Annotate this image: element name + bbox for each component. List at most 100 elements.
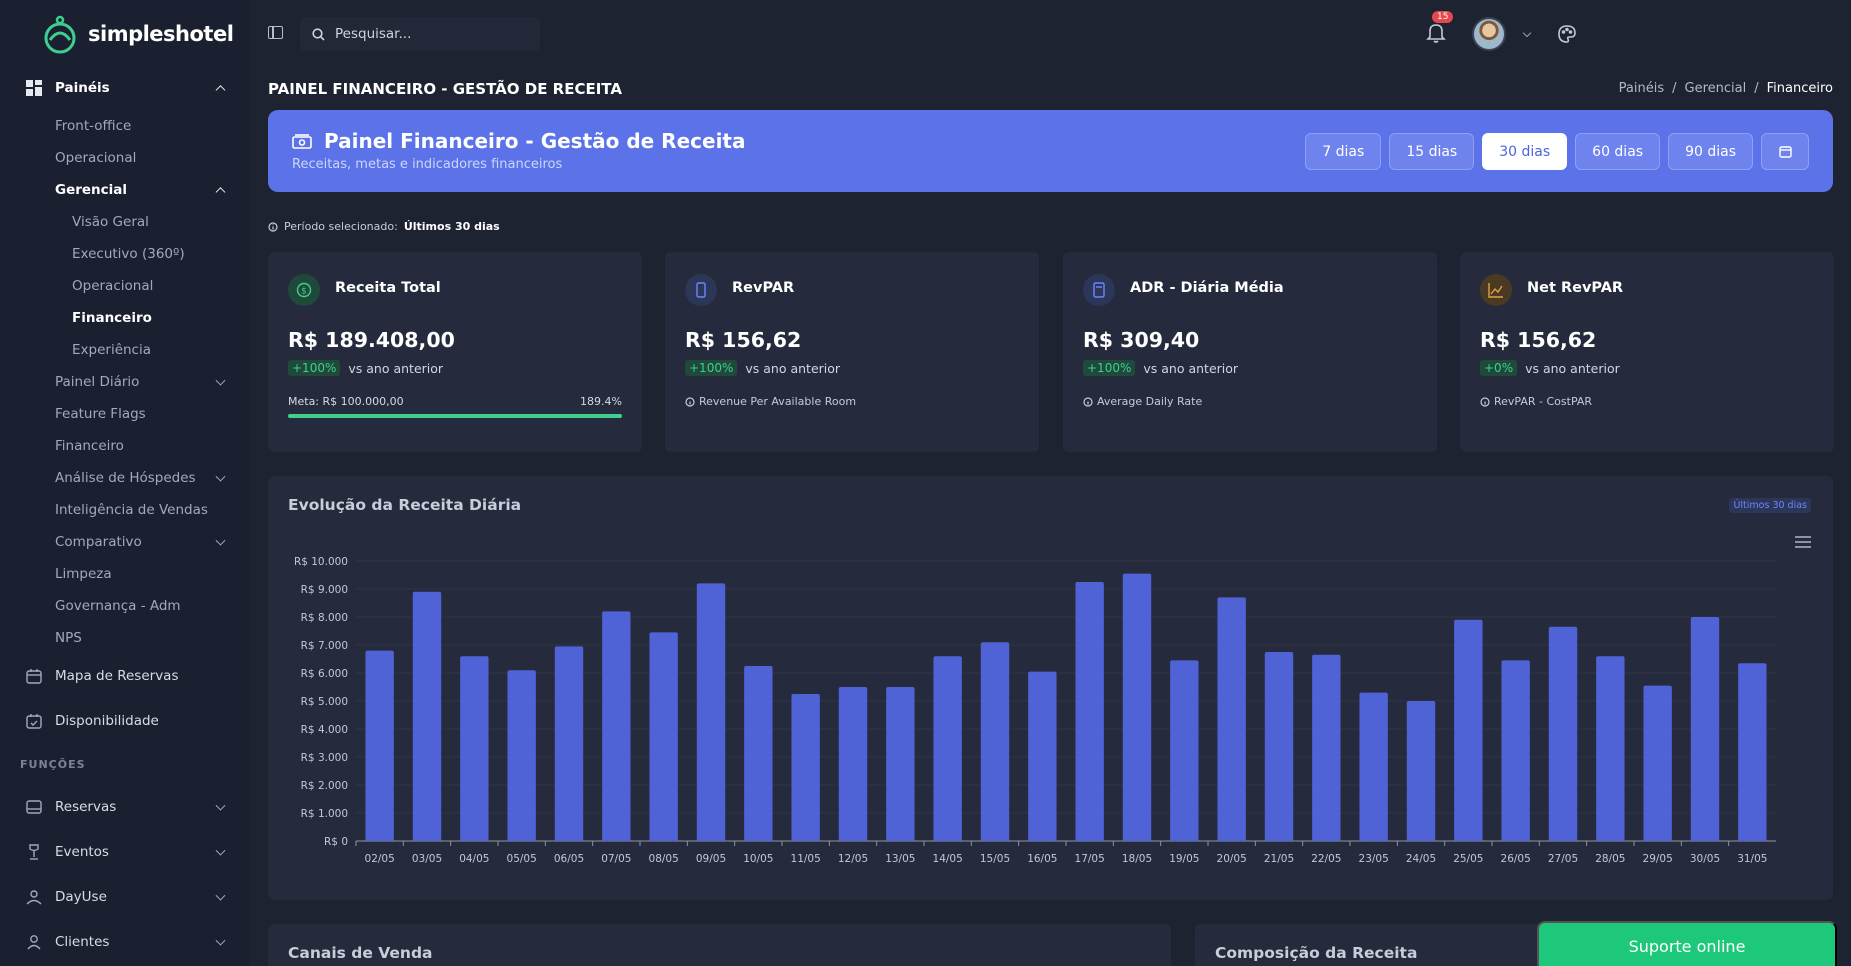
x-tick-label: 23/05 bbox=[1359, 853, 1389, 865]
range-7-button[interactable]: 7 dias bbox=[1305, 133, 1382, 170]
sidebar-item-label: Front-office bbox=[55, 118, 132, 134]
sidebar-item-painel-diario[interactable]: Painel Diário bbox=[0, 370, 250, 394]
sales-channels-card: Canais de Venda bbox=[268, 924, 1171, 966]
sidebar-item-analise-hospedes[interactable]: Análise de Hóspedes bbox=[0, 466, 250, 490]
chart-bar bbox=[838, 687, 868, 841]
chart-bar bbox=[1359, 692, 1388, 841]
sidebar-item-limpeza[interactable]: Limpeza bbox=[0, 562, 250, 586]
sidebar-item-financeiro-gerencial[interactable]: Financeiro bbox=[0, 306, 250, 330]
sidebar-item-label: Mapa de Reservas bbox=[55, 668, 179, 684]
chevron-down-icon bbox=[215, 375, 226, 386]
y-tick-label: R$ 5.000 bbox=[301, 696, 348, 708]
calendar-check-icon bbox=[25, 712, 43, 730]
hero-title: Painel Financeiro - Gestão de Receita bbox=[324, 129, 746, 153]
range-selector: 7 dias 15 dias 30 dias 60 dias 90 dias bbox=[1305, 133, 1809, 170]
events-icon bbox=[25, 843, 43, 861]
sidebar-item-disponibilidade[interactable]: Disponibilidade bbox=[0, 709, 250, 733]
chart-bar bbox=[1170, 660, 1199, 841]
sidebar-item-feature-flags[interactable]: Feature Flags bbox=[0, 402, 250, 426]
sidebar-item-executivo[interactable]: Executivo (360º) bbox=[0, 242, 250, 266]
kpi-value: R$ 156,62 bbox=[685, 328, 802, 352]
sidebar-item-visao-geral[interactable]: Visão Geral bbox=[0, 210, 250, 234]
sidebar-item-nps[interactable]: NPS bbox=[0, 626, 250, 650]
sidebar-item-operacional-gerencial[interactable]: Operacional bbox=[0, 274, 250, 298]
sidebar-item-gerencial[interactable]: Gerencial bbox=[0, 178, 250, 202]
kpi-title: Receita Total bbox=[335, 280, 441, 296]
money-icon bbox=[292, 134, 312, 149]
x-tick-label: 22/05 bbox=[1311, 853, 1341, 865]
sidebar-item-front-office[interactable]: Front-office bbox=[0, 114, 250, 138]
kpi-note: Revenue Per Available Room bbox=[685, 395, 856, 408]
sidebar-item-dayuse[interactable]: DayUse bbox=[0, 885, 250, 909]
x-tick-label: 30/05 bbox=[1690, 853, 1720, 865]
custom-date-button[interactable] bbox=[1761, 133, 1809, 170]
kpi-change: +0% vs ano anterior bbox=[1480, 360, 1620, 376]
sidebar-item-experiencia[interactable]: Experiência bbox=[0, 338, 250, 362]
palette-icon[interactable] bbox=[1557, 24, 1577, 44]
range-90-button[interactable]: 90 dias bbox=[1668, 133, 1753, 170]
x-tick-label: 25/05 bbox=[1453, 853, 1483, 865]
sidebar-item-label: Reservas bbox=[55, 799, 117, 815]
card-title: Composição da Receita bbox=[1215, 944, 1418, 962]
kpi-card-revpar: RevPAR R$ 156,62 +100% vs ano anterior R… bbox=[665, 252, 1039, 452]
breadcrumb-item[interactable]: Gerencial bbox=[1684, 81, 1747, 96]
page-title: PAINEL FINANCEIRO - GESTÃO DE RECEITA bbox=[268, 80, 622, 98]
sidebar-item-clientes[interactable]: Clientes bbox=[0, 930, 250, 954]
kpi-card-adr: ADR - Diária Média R$ 309,40 +100% vs an… bbox=[1063, 252, 1437, 452]
x-tick-label: 05/05 bbox=[507, 853, 537, 865]
sidebar-item-label: Executivo (360º) bbox=[72, 246, 185, 262]
section-label-funcoes: FUNÇÕES bbox=[20, 758, 86, 771]
chart-bar bbox=[696, 583, 726, 841]
x-tick-label: 19/05 bbox=[1169, 853, 1199, 865]
chart-bar bbox=[1596, 656, 1625, 841]
x-tick-label: 04/05 bbox=[459, 853, 489, 865]
sidebar-item-operacional[interactable]: Operacional bbox=[0, 146, 250, 170]
kpi-value: R$ 156,62 bbox=[1480, 328, 1597, 352]
sidebar-item-label: Governança - Adm bbox=[55, 598, 181, 614]
goal-percent: 189.4% bbox=[580, 395, 622, 408]
bell-icon[interactable] bbox=[1426, 22, 1446, 44]
sidebar-item-comparativo[interactable]: Comparativo bbox=[0, 530, 250, 554]
chart-bar bbox=[1312, 654, 1341, 841]
kpi-change: +100% vs ano anterior bbox=[685, 360, 840, 376]
chart-bar bbox=[1501, 660, 1530, 841]
chart-bar bbox=[980, 642, 1010, 841]
chart-bar bbox=[1548, 626, 1578, 841]
search-input[interactable] bbox=[335, 26, 525, 42]
sidebar-item-inteligencia-vendas[interactable]: Inteligência de Vendas bbox=[0, 498, 250, 522]
breadcrumb: Painéis / Gerencial / Financeiro bbox=[1619, 81, 1833, 96]
sidebar-item-reservas[interactable]: Reservas bbox=[0, 795, 250, 819]
breadcrumb-item[interactable]: Painéis bbox=[1618, 81, 1665, 96]
sidebar-item-mapa-reservas[interactable]: Mapa de Reservas bbox=[0, 664, 250, 688]
kpi-card-net-revpar: Net RevPAR R$ 156,62 +0% vs ano anterior… bbox=[1460, 252, 1834, 452]
sidebar-toggle-icon[interactable] bbox=[268, 26, 283, 39]
support-online-button[interactable]: Suporte online bbox=[1537, 921, 1837, 966]
sidebar-item-financeiro[interactable]: Financeiro bbox=[0, 434, 250, 458]
y-tick-label: R$ 8.000 bbox=[301, 612, 348, 624]
chart-bar bbox=[791, 694, 820, 841]
x-tick-label: 28/05 bbox=[1595, 853, 1625, 865]
breadcrumb-separator: / bbox=[1672, 81, 1677, 96]
x-tick-label: 15/05 bbox=[980, 853, 1010, 865]
y-tick-label: R$ 10.000 bbox=[294, 556, 348, 568]
chart-bar bbox=[1028, 671, 1057, 841]
sidebar-item-label: NPS bbox=[55, 630, 82, 646]
range-15-button[interactable]: 15 dias bbox=[1389, 133, 1475, 170]
chart-bar bbox=[1406, 701, 1436, 841]
hamburger-menu-icon[interactable] bbox=[1795, 536, 1811, 548]
sidebar-item-governanca-adm[interactable]: Governança - Adm bbox=[0, 594, 250, 618]
sidebar-item-label: Painel Diário bbox=[55, 374, 140, 390]
sidebar-item-paineis[interactable]: Painéis bbox=[0, 74, 250, 102]
change-label: vs ano anterior bbox=[348, 360, 444, 376]
range-30-button[interactable]: 30 dias bbox=[1482, 133, 1568, 170]
info-icon bbox=[1480, 396, 1490, 407]
chart-bar bbox=[744, 666, 773, 841]
range-60-button[interactable]: 60 dias bbox=[1575, 133, 1661, 170]
sidebar-item-label: Experiência bbox=[72, 342, 152, 358]
avatar[interactable] bbox=[1472, 17, 1506, 51]
info-icon bbox=[685, 396, 695, 407]
logo[interactable]: simpleshotel bbox=[40, 14, 234, 54]
sidebar-item-label: DayUse bbox=[55, 889, 107, 905]
sidebar-item-eventos[interactable]: Eventos bbox=[0, 840, 250, 864]
sidebar-item-label: Visão Geral bbox=[72, 214, 149, 230]
